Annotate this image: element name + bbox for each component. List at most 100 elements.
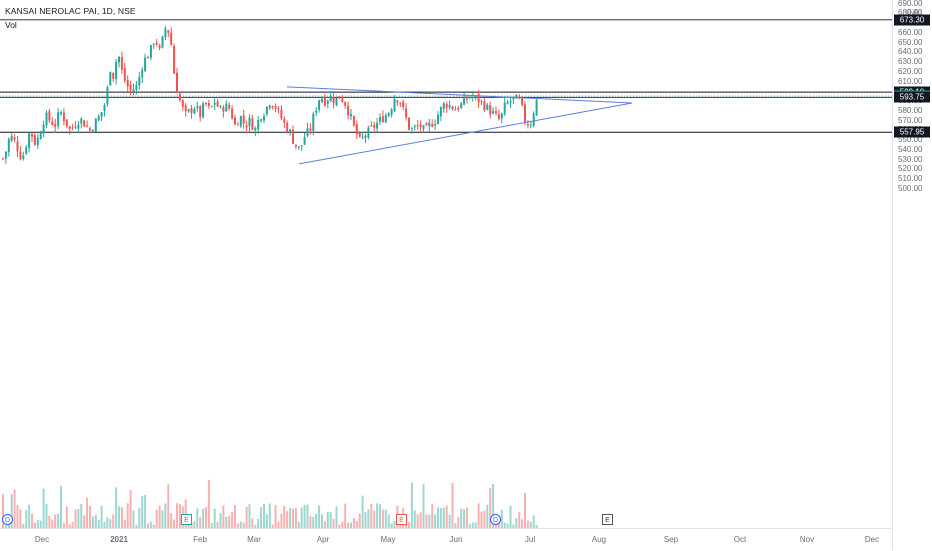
volume-bar <box>280 513 283 528</box>
volume-bar <box>283 505 286 528</box>
trendline-lower <box>298 102 633 165</box>
volume-bar <box>123 519 126 528</box>
candle-body <box>48 111 51 121</box>
volume-bar <box>144 494 147 528</box>
candle-body <box>207 103 210 106</box>
candle-body <box>16 141 19 152</box>
candle-body <box>274 106 277 109</box>
volume-bar <box>236 523 239 528</box>
volume-bar <box>428 514 431 528</box>
candle-body <box>13 137 16 140</box>
volume-bar <box>202 508 205 528</box>
volume-bar <box>335 506 338 528</box>
candle-body <box>439 107 442 117</box>
candle-body <box>54 124 57 128</box>
earnings-marker-icon[interactable]: E <box>181 514 192 525</box>
volume-bar <box>251 518 254 528</box>
header-separator: , <box>96 6 102 16</box>
dividend-marker-icon[interactable]: D <box>490 514 501 525</box>
candle-body <box>260 119 263 121</box>
volume-bar <box>248 504 251 528</box>
volume-bar <box>268 503 271 528</box>
candle-body <box>422 125 425 130</box>
candle-body <box>31 133 33 137</box>
volume-bar <box>437 507 439 528</box>
candle-body <box>286 122 289 133</box>
volume-bar <box>381 509 384 528</box>
candle-body <box>176 72 178 93</box>
candle-body <box>428 122 431 127</box>
candle-body <box>460 103 463 109</box>
candle-body <box>164 28 167 38</box>
earnings-marker-icon[interactable]: E <box>602 514 613 525</box>
candle-body <box>451 106 454 110</box>
volume-bar <box>300 507 303 528</box>
volume-bar <box>471 522 474 528</box>
volume-bar <box>297 522 300 528</box>
candle-body <box>483 101 486 110</box>
chart-pane[interactable]: KANSAI NEROLAC PAI, 1D, NSE Vol <box>0 0 892 528</box>
volume-bar <box>254 524 257 528</box>
candle-body <box>431 123 434 127</box>
volume-bar <box>33 522 36 528</box>
dividend-marker-icon[interactable]: D <box>2 514 13 525</box>
candle-body <box>338 96 341 99</box>
volume-bar <box>466 507 468 528</box>
candle-body <box>132 89 135 93</box>
price-chart[interactable] <box>0 0 892 528</box>
volume-bar <box>135 524 138 528</box>
candle-body <box>477 93 480 103</box>
candle-body <box>297 146 300 148</box>
volume-bar <box>463 509 466 528</box>
time-tick-label: 2021 <box>110 535 128 544</box>
volume-bar <box>434 514 437 528</box>
earnings-marker-icon[interactable]: E <box>396 514 407 525</box>
volume-bar <box>39 520 42 528</box>
time-tick-label: Feb <box>193 535 207 544</box>
candle-body <box>94 118 97 132</box>
candle-body <box>506 102 509 104</box>
volume-bar <box>48 515 51 528</box>
candle-body <box>7 138 10 153</box>
volume-bar <box>216 521 219 528</box>
candle-body <box>384 115 387 123</box>
volume-bar <box>274 504 277 528</box>
candle-body <box>39 133 42 140</box>
volume-bar <box>228 515 231 528</box>
candle-body <box>106 86 109 105</box>
volume-bar <box>170 513 173 528</box>
candle-body <box>492 111 495 114</box>
volume-bar <box>419 512 422 528</box>
price-tick-label: 550.00 <box>898 135 923 144</box>
volume-bar <box>524 492 526 528</box>
candle-body <box>509 100 512 103</box>
volume-bar <box>422 484 425 528</box>
price-level-badge: 557.95 <box>894 126 930 138</box>
candle-body <box>225 103 228 112</box>
volume-bar <box>521 519 524 528</box>
price-tick-label: 690.00 <box>898 0 923 8</box>
candle-body <box>77 125 80 129</box>
price-tick-label: 530.00 <box>898 154 923 164</box>
candle-body <box>196 106 199 109</box>
candle-body <box>352 116 355 126</box>
price-tick-label: 620.00 <box>898 66 923 76</box>
time-scale[interactable]: Dec 2021 Feb Mar Apr May Jun Jul Aug Sep Oct Nov Dec <box>0 528 892 551</box>
volume-bar <box>393 520 396 528</box>
volume-bar <box>89 505 91 528</box>
candle-body <box>512 97 515 100</box>
volume-bar <box>367 509 370 528</box>
candle-body <box>251 118 254 130</box>
price-level-badge: 673.30 <box>894 14 930 26</box>
volume-bar <box>2 494 4 528</box>
price-scale[interactable]: INR 690.00680.00670.00660.00650.00640.00… <box>892 0 932 550</box>
volume-bar <box>413 510 416 528</box>
candle-body <box>178 93 181 101</box>
candle-body <box>2 158 4 160</box>
volume-legend: Vol <box>5 20 17 30</box>
candle-body <box>381 116 384 123</box>
candle-body <box>332 97 335 104</box>
volume-bar <box>28 504 31 528</box>
volume-bar <box>263 503 265 528</box>
volume-bar <box>36 520 39 528</box>
